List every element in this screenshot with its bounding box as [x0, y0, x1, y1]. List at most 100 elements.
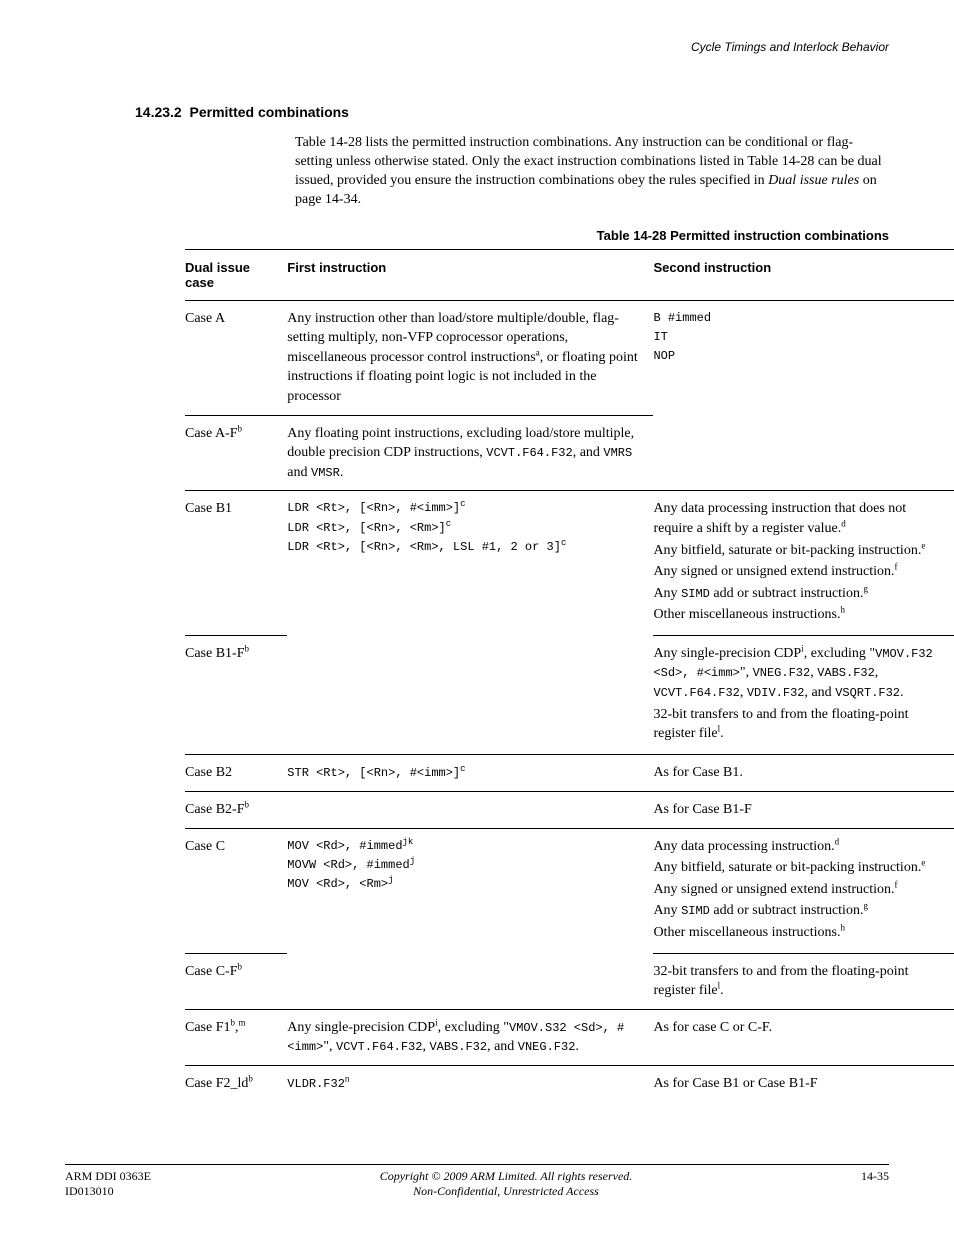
sup: b [238, 961, 243, 971]
cell-first: Any single-precision CDPi, excluding "VM… [287, 1009, 653, 1065]
cell-case: Case A [185, 300, 287, 415]
text: . [575, 1039, 579, 1054]
sup: c [460, 764, 465, 774]
mono: STR <Rt>, [<Rn>, #<imm>]c [287, 766, 465, 780]
cell-case: Case F1b,m [185, 1009, 287, 1065]
sup: n [345, 1073, 350, 1083]
table-row: Case C MOV <Rd>, #immedjk MOVW <Rd>, #im… [185, 828, 954, 953]
sup: h [840, 922, 845, 932]
cell-second: As for Case B1-F [653, 792, 954, 829]
permitted-combinations-table: Dual issue case First instruction Second… [185, 249, 954, 1102]
sup: c [446, 519, 451, 529]
th-second: Second instruction [653, 249, 954, 300]
text: , [740, 685, 747, 700]
text: Case C-F [185, 964, 238, 979]
cell-first: Any instruction other than load/store mu… [287, 300, 653, 415]
text: Case A-F [185, 426, 238, 441]
mono: VCVT.F64.F32 [486, 446, 572, 460]
th-case: Dual issue case [185, 249, 287, 300]
intro-paragraph: Table 14-28 lists the permitted instruct… [295, 134, 889, 210]
text: add or subtract instruction. [710, 586, 864, 601]
text: Any signed or unsigned extend instructio… [653, 882, 894, 897]
mono: VNEG.F32 [518, 1040, 576, 1054]
text: LDR <Rt>, [<Rn>, <Rm>] [287, 521, 445, 535]
table-row: Case B1 LDR <Rt>, [<Rn>, #<imm>]c LDR <R… [185, 491, 954, 636]
mono: VMSR [311, 466, 340, 480]
text: Any [653, 586, 681, 601]
mono: NOP [653, 347, 945, 366]
text: Any bitfield, saturate or bit-packing in… [653, 860, 921, 875]
cell-case: Case C-Fb [185, 953, 287, 1009]
text: Case B2-F [185, 802, 245, 817]
text: Any single-precision CDP [287, 1020, 435, 1035]
intro-italic: Dual issue rules [768, 173, 859, 188]
cell-second: 32-bit transfers to and from the floatin… [653, 953, 954, 1009]
sup: e [921, 540, 925, 550]
para: Any bitfield, saturate or bit-packing in… [653, 541, 945, 561]
mono: VCVT.F64.F32 [336, 1040, 422, 1054]
text: add or subtract instruction. [710, 903, 864, 918]
text: Case B1-F [185, 646, 245, 661]
th-first: First instruction [287, 249, 653, 300]
text: , and [804, 685, 835, 700]
sup: d [841, 518, 846, 528]
page-footer: ARM DDI 0363E ID013010 Copyright © 2009 … [65, 1164, 889, 1199]
para: Any SIMD add or subtract instruction.g [653, 901, 945, 921]
section-title: Permitted combinations [190, 104, 349, 120]
cell-first: VLDR.F32n [287, 1065, 653, 1101]
cell-case: Case B2 [185, 754, 287, 791]
cell-case: Case B1-Fb [185, 635, 287, 754]
mono: VCVT.F64.F32 [653, 686, 739, 700]
sup: h [840, 605, 845, 615]
cell-case: Case F2_ldb [185, 1065, 287, 1101]
confidentiality-line: Non-Confidential, Unrestricted Access [151, 1184, 861, 1199]
text: 32-bit transfers to and from the floatin… [653, 964, 908, 999]
table-caption: Table 14-28 Permitted instruction combin… [185, 228, 889, 243]
text: Any data processing instruction that doe… [653, 501, 906, 536]
mono: LDR <Rt>, [<Rn>, <Rm>]c [287, 519, 643, 538]
cell-second: Any data processing instruction that doe… [653, 491, 954, 636]
copyright-line: Copyright © 2009 ARM Limited. All rights… [151, 1169, 861, 1184]
table-row: Case B2 STR <Rt>, [<Rn>, #<imm>]c As for… [185, 754, 954, 791]
para: Other miscellaneous instructions.h [653, 605, 945, 625]
table-row: Case F2_ldb VLDR.F32n As for Case B1 or … [185, 1065, 954, 1101]
text: MOVW <Rd>, #immed [287, 858, 409, 872]
cell-second: As for case C or C-F. [653, 1009, 954, 1065]
sup: g [863, 901, 868, 911]
sup: j [410, 856, 415, 866]
mono: SIMD [681, 904, 710, 918]
footer-left: ARM DDI 0363E ID013010 [65, 1169, 151, 1199]
sup: b [245, 643, 250, 653]
text: , and [573, 445, 604, 460]
para: 32-bit transfers to and from the floatin… [653, 705, 945, 744]
text: ", [323, 1039, 336, 1054]
page-number: 14-35 [861, 1169, 889, 1184]
cell-second: As for Case B1 or Case B1-F [653, 1065, 954, 1101]
sup: g [863, 583, 868, 593]
cell-second: Any data processing instruction.d Any bi… [653, 828, 954, 953]
para: Any single-precision CDPi, excluding "VM… [653, 644, 945, 703]
section-number: 14.23.2 [135, 104, 182, 120]
chapter-running-head: Cycle Timings and Interlock Behavior [65, 40, 889, 54]
text: Case F2_ld [185, 1076, 248, 1091]
cell-second: B #immed IT NOP [653, 300, 954, 491]
text: 32-bit transfers to and from the floatin… [653, 707, 908, 742]
table-row: Case A Any instruction other than load/s… [185, 300, 954, 415]
cell-case: Case B1 [185, 491, 287, 636]
text: and [287, 465, 311, 480]
para: Any data processing instruction.d [653, 837, 945, 857]
sup: b [248, 1073, 253, 1083]
sup: jk [403, 837, 414, 847]
footer-right: 14-35 [861, 1169, 889, 1184]
text: , excluding " [438, 1020, 509, 1035]
para: Any signed or unsigned extend instructio… [653, 562, 945, 582]
sup: d [835, 836, 840, 846]
mono: MOVW <Rd>, #immedj [287, 856, 643, 875]
sup: b [245, 799, 250, 809]
text: Any [653, 903, 681, 918]
text: . [720, 983, 724, 998]
mono: LDR <Rt>, [<Rn>, #<imm>]c [287, 499, 643, 518]
cell-first: LDR <Rt>, [<Rn>, #<imm>]c LDR <Rt>, [<Rn… [287, 491, 653, 755]
text: . [340, 465, 344, 480]
mono: VSQRT.F32 [835, 686, 900, 700]
